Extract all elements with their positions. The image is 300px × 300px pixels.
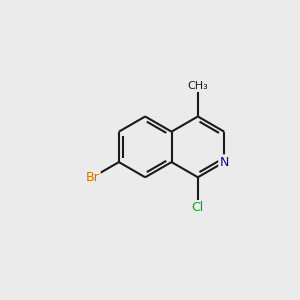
Text: CH₃: CH₃ [188, 81, 208, 91]
Text: Br: Br [86, 171, 99, 184]
Text: N: N [220, 156, 229, 169]
Text: Cl: Cl [192, 201, 204, 214]
